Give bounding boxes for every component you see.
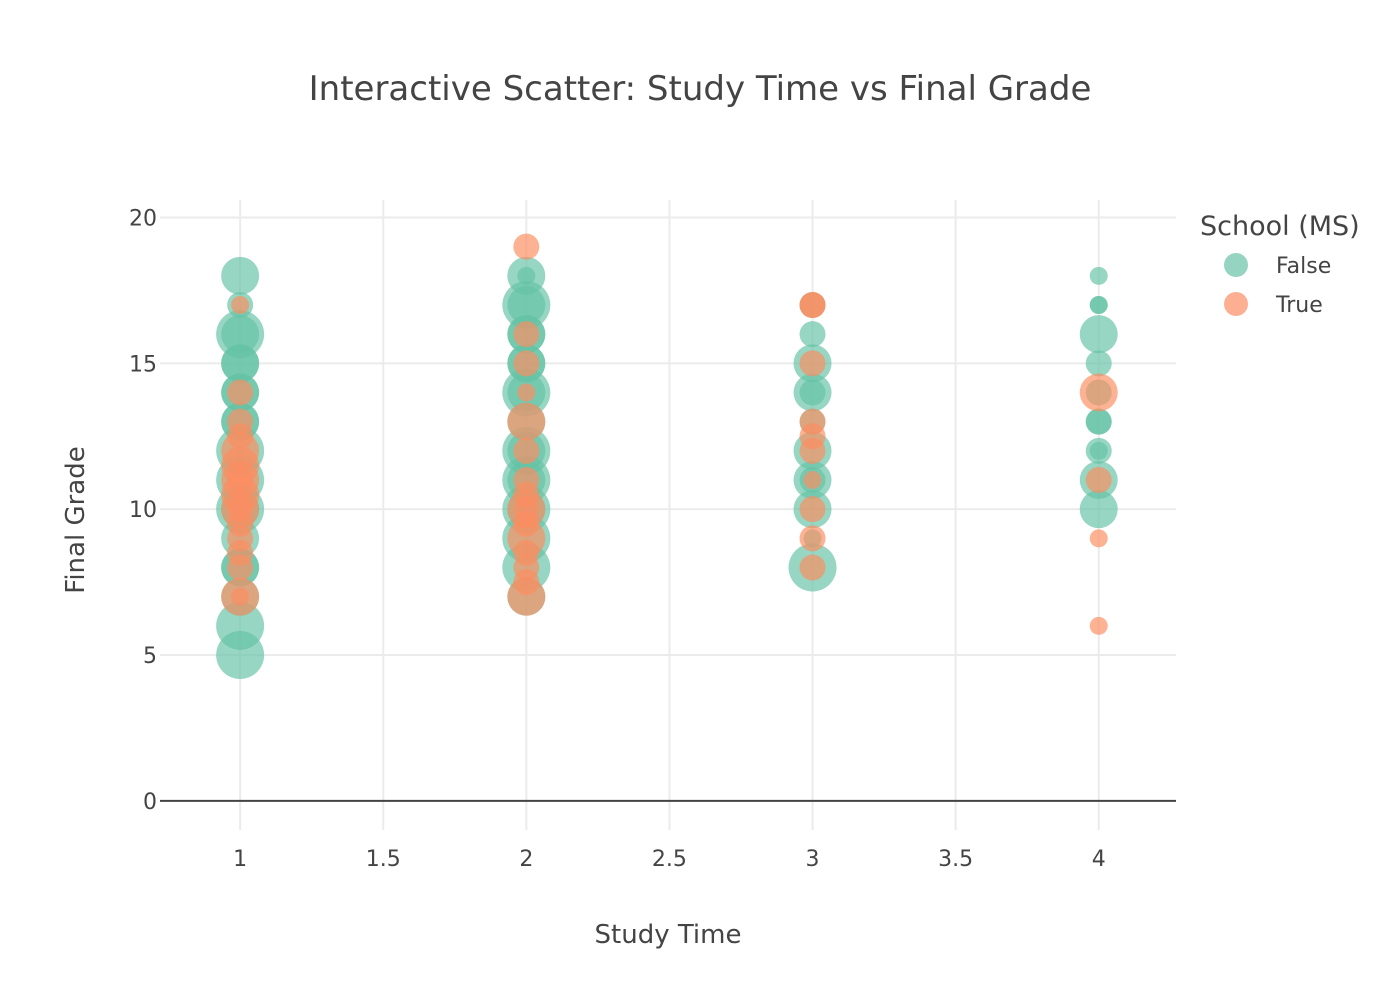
- data-point[interactable]: [799, 292, 826, 318]
- data-point[interactable]: [221, 256, 260, 295]
- x-tick-label: 1: [233, 847, 247, 872]
- data-point[interactable]: [1089, 616, 1108, 635]
- data-point[interactable]: [1079, 373, 1118, 412]
- y-tick-label: 5: [143, 644, 157, 669]
- data-point[interactable]: [803, 471, 822, 489]
- data-point[interactable]: [1085, 467, 1112, 493]
- y-tick-label: 0: [143, 790, 157, 815]
- x-axis-title: Study Time: [595, 920, 742, 950]
- y-axis-title: Final Grade: [61, 446, 91, 593]
- data-point[interactable]: [517, 266, 536, 285]
- y-tick-label: 15: [129, 352, 157, 377]
- data-point[interactable]: [513, 437, 540, 464]
- legend-title: School (MS): [1200, 211, 1360, 242]
- x-tick-label: 4: [1092, 847, 1106, 872]
- legend[interactable]: School (MS) False True: [1200, 211, 1360, 318]
- x-tick-label: 3: [806, 847, 820, 872]
- data-point[interactable]: [216, 601, 265, 650]
- x-tick-label: 1.5: [366, 847, 401, 872]
- data-point[interactable]: [1085, 350, 1112, 377]
- x-tick-label: 3.5: [938, 847, 973, 872]
- data-point[interactable]: [799, 379, 826, 406]
- axis-ticks: 1 1.5 2 2.5 3 3.5 4 0 5 10 15 20: [129, 207, 1106, 873]
- data-point[interactable]: [231, 296, 250, 314]
- series-true: [221, 233, 1118, 635]
- data-point[interactable]: [227, 379, 254, 406]
- data-point[interactable]: [221, 344, 260, 383]
- series-false: [216, 256, 1118, 679]
- x-tick-label: 2: [519, 847, 533, 872]
- data-point[interactable]: [513, 539, 540, 566]
- chart-title: Interactive Scatter: Study Time vs Final…: [309, 69, 1092, 109]
- data-point[interactable]: [1079, 315, 1118, 354]
- legend-label-false: False: [1276, 254, 1331, 279]
- data-point[interactable]: [799, 554, 826, 581]
- data-point[interactable]: [799, 525, 826, 552]
- data-point[interactable]: [513, 321, 540, 348]
- data-point[interactable]: [227, 467, 254, 493]
- data-point[interactable]: [513, 467, 540, 493]
- data-point[interactable]: [799, 496, 826, 523]
- data-point[interactable]: [799, 408, 826, 435]
- data-points: [216, 233, 1118, 679]
- data-point[interactable]: [513, 350, 540, 377]
- data-point[interactable]: [221, 315, 260, 354]
- data-point[interactable]: [1089, 441, 1108, 460]
- data-point[interactable]: [507, 286, 546, 324]
- data-point[interactable]: [1079, 490, 1118, 529]
- grid-lines: [160, 200, 1176, 830]
- x-tick-label: 2.5: [652, 847, 687, 872]
- data-point[interactable]: [507, 402, 546, 441]
- data-point[interactable]: [1089, 266, 1108, 285]
- legend-item-true[interactable]: True: [1224, 292, 1323, 318]
- data-point[interactable]: [517, 383, 536, 402]
- data-point[interactable]: [799, 321, 826, 348]
- legend-item-false[interactable]: False: [1224, 253, 1331, 279]
- legend-label-true: True: [1275, 293, 1323, 318]
- data-point[interactable]: [1085, 408, 1112, 435]
- data-point[interactable]: [1089, 296, 1108, 314]
- y-tick-label: 20: [129, 207, 157, 232]
- legend-marker-false: [1224, 253, 1248, 277]
- data-point[interactable]: [227, 408, 254, 435]
- data-point[interactable]: [1089, 529, 1108, 548]
- y-tick-label: 10: [129, 498, 157, 523]
- data-point[interactable]: [513, 233, 540, 260]
- data-point[interactable]: [231, 587, 250, 606]
- legend-marker-true: [1224, 292, 1248, 316]
- data-point[interactable]: [227, 496, 254, 523]
- data-point[interactable]: [799, 350, 826, 377]
